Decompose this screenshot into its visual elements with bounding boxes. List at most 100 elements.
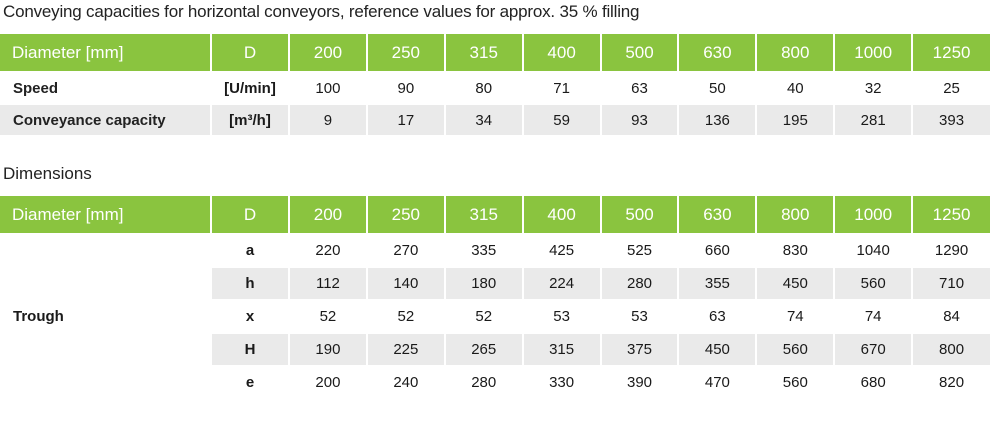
table-cell: 1040: [834, 233, 914, 267]
table-cell: 1290: [912, 233, 990, 267]
table-cell: 224: [522, 266, 602, 300]
table-cell: 200: [289, 365, 368, 398]
table-cell: 220: [289, 233, 368, 267]
table-cell: 240: [366, 365, 446, 398]
table-header-row: Diameter [mm] D 200 250 315 400 500 630 …: [0, 34, 990, 72]
table-cell: 74: [834, 299, 914, 333]
table-cell: 425: [522, 233, 602, 267]
table-cell: 59: [522, 103, 602, 135]
table-cell: 393: [912, 103, 990, 135]
table-cell: 53: [600, 299, 680, 333]
table-cell: 470: [678, 365, 758, 398]
table-cell: 71: [522, 71, 602, 104]
dimensions-title: Dimensions: [3, 164, 92, 183]
table-cell: 281: [834, 103, 914, 135]
table-cell: 9: [289, 103, 368, 135]
table-cell: 265: [444, 332, 524, 366]
table-cell: 280: [444, 365, 524, 398]
header-cell: 400: [522, 196, 602, 234]
row-key: e: [211, 365, 290, 398]
table-cell: 34: [444, 103, 524, 135]
table-cell: 225: [366, 332, 446, 366]
group-label-trough: Trough: [0, 233, 212, 398]
row-key: x: [211, 299, 290, 333]
header-cell: 1000: [834, 196, 914, 234]
row-unit: [m³/h]: [211, 103, 290, 135]
table-cell: 670: [834, 332, 914, 366]
row-key: a: [211, 233, 290, 267]
table-cell: 112: [289, 266, 368, 300]
header-cell: 200: [289, 196, 368, 234]
table-cell: 53: [522, 299, 602, 333]
dimensions-table: Diameter [mm] D 200 250 315 400 500 630 …: [0, 196, 990, 398]
table-cell: 32: [834, 71, 914, 104]
table-cell: 800: [912, 332, 990, 366]
table-row: H 190 225 265 315 375 450 560 670 800: [0, 332, 990, 366]
table-cell: 280: [600, 266, 680, 300]
header-cell: 200: [289, 34, 368, 72]
row-key: H: [211, 332, 290, 366]
table-cell: 450: [678, 332, 758, 366]
table-cell: 820: [912, 365, 990, 398]
table-cell: 25: [912, 71, 990, 104]
table-cell: 660: [678, 233, 758, 267]
table-cell: 390: [600, 365, 680, 398]
header-cell: 1250: [912, 196, 990, 234]
table-cell: 195: [756, 103, 836, 135]
header-cell-d: D: [211, 34, 290, 72]
header-cell-diameter: Diameter [mm]: [0, 196, 212, 234]
table-cell: 84: [912, 299, 990, 333]
table-cell: 52: [289, 299, 368, 333]
table-cell: 40: [756, 71, 836, 104]
header-cell-diameter: Diameter [mm]: [0, 34, 212, 72]
table-cell: 93: [600, 103, 680, 135]
header-cell: 315: [444, 34, 524, 72]
table-cell: 50: [678, 71, 758, 104]
row-label: Conveyance capacity: [0, 103, 212, 135]
row-unit: [U/min]: [211, 71, 290, 104]
header-cell: 250: [366, 196, 446, 234]
table-cell: 335: [444, 233, 524, 267]
table-cell: 17: [366, 103, 446, 135]
header-cell: 800: [756, 34, 836, 72]
header-cell: 400: [522, 34, 602, 72]
header-cell: 1250: [912, 34, 990, 72]
table-cell: 525: [600, 233, 680, 267]
table-cell: 375: [600, 332, 680, 366]
table-cell: 140: [366, 266, 446, 300]
conveying-capacity-table: Diameter [mm] D 200 250 315 400 500 630 …: [0, 34, 990, 135]
table-cell: 560: [756, 332, 836, 366]
page-title: Conveying capacities for horizontal conv…: [3, 2, 640, 21]
table-cell: 136: [678, 103, 758, 135]
table-cell: 270: [366, 233, 446, 267]
table-cell: 450: [756, 266, 836, 300]
table-row: h 112 140 180 224 280 355 450 560 710: [0, 266, 990, 300]
table-cell: 63: [678, 299, 758, 333]
table-cell: 560: [756, 365, 836, 398]
row-label: Speed: [0, 71, 212, 104]
table-row: e 200 240 280 330 390 470 560 680 820: [0, 365, 990, 398]
table-cell: 560: [834, 266, 914, 300]
table-cell: 90: [366, 71, 446, 104]
header-cell-d: D: [211, 196, 290, 234]
table-cell: 80: [444, 71, 524, 104]
header-cell: 800: [756, 196, 836, 234]
table-cell: 710: [912, 266, 990, 300]
table-cell: 680: [834, 365, 914, 398]
header-cell: 500: [600, 34, 680, 72]
row-key: h: [211, 266, 290, 300]
table-cell: 52: [366, 299, 446, 333]
table-cell: 180: [444, 266, 524, 300]
table-cell: 190: [289, 332, 368, 366]
table-cell: 63: [600, 71, 680, 104]
table-row: x 52 52 52 53 53 63 74 74 84: [0, 299, 990, 333]
table-row: Speed [U/min] 100 90 80 71 63 50 40 32 2…: [0, 71, 990, 104]
table-cell: 830: [756, 233, 836, 267]
table-header-row: Diameter [mm] D 200 250 315 400 500 630 …: [0, 196, 990, 234]
table-row: Trough a 220 270 335 425 525 660 830 104…: [0, 233, 990, 398]
header-cell: 630: [678, 34, 758, 72]
header-cell: 630: [678, 196, 758, 234]
table-cell: 100: [289, 71, 368, 104]
table-cell: 52: [444, 299, 524, 333]
header-cell: 1000: [834, 34, 914, 72]
